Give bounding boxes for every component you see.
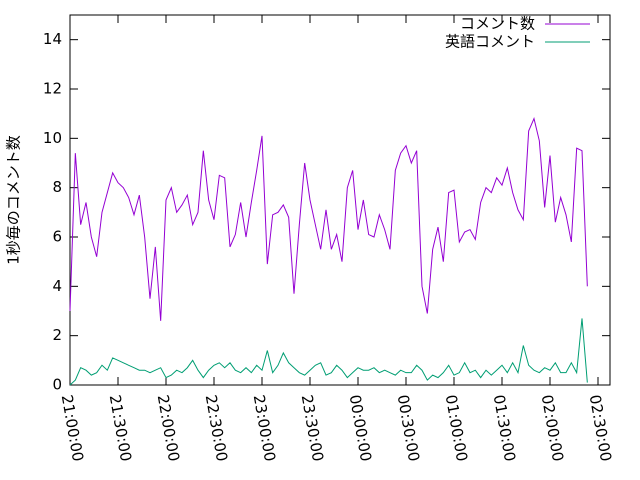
y-axis-label: 1秒毎のコメント数: [5, 135, 23, 265]
y-tick-label: 4: [52, 277, 62, 295]
series-line: [69, 117, 588, 321]
x-tick-label: 22:00:00: [154, 393, 183, 462]
y-tick-label: 0: [52, 376, 62, 394]
x-tick-label: 23:30:00: [298, 393, 327, 462]
x-tick-label: 00:00:00: [346, 393, 375, 462]
series-line: [69, 318, 588, 386]
y-tick-label: 12: [43, 80, 62, 98]
y-tick-label: 6: [52, 228, 62, 246]
x-tick-label: 02:30:00: [586, 393, 615, 462]
x-tick-label: 21:30:00: [106, 393, 135, 462]
x-tick-label: 22:30:00: [202, 393, 231, 462]
x-tick-label: 00:30:00: [394, 393, 423, 462]
y-tick-label: 14: [43, 30, 62, 48]
y-tick-label: 10: [43, 129, 62, 147]
legend-label: コメント数: [460, 15, 535, 33]
y-tick-label: 2: [52, 326, 62, 344]
x-tick-label: 01:00:00: [442, 393, 471, 462]
x-tick-label: 21:00:00: [58, 393, 87, 462]
x-tick-label: 23:00:00: [250, 393, 279, 462]
plot-border: [69, 14, 611, 386]
x-tick-label: 02:00:00: [538, 393, 567, 462]
y-tick-label: 8: [52, 178, 62, 196]
x-tick-label: 01:30:00: [490, 393, 519, 462]
legend-label: 英語コメント: [445, 33, 535, 51]
